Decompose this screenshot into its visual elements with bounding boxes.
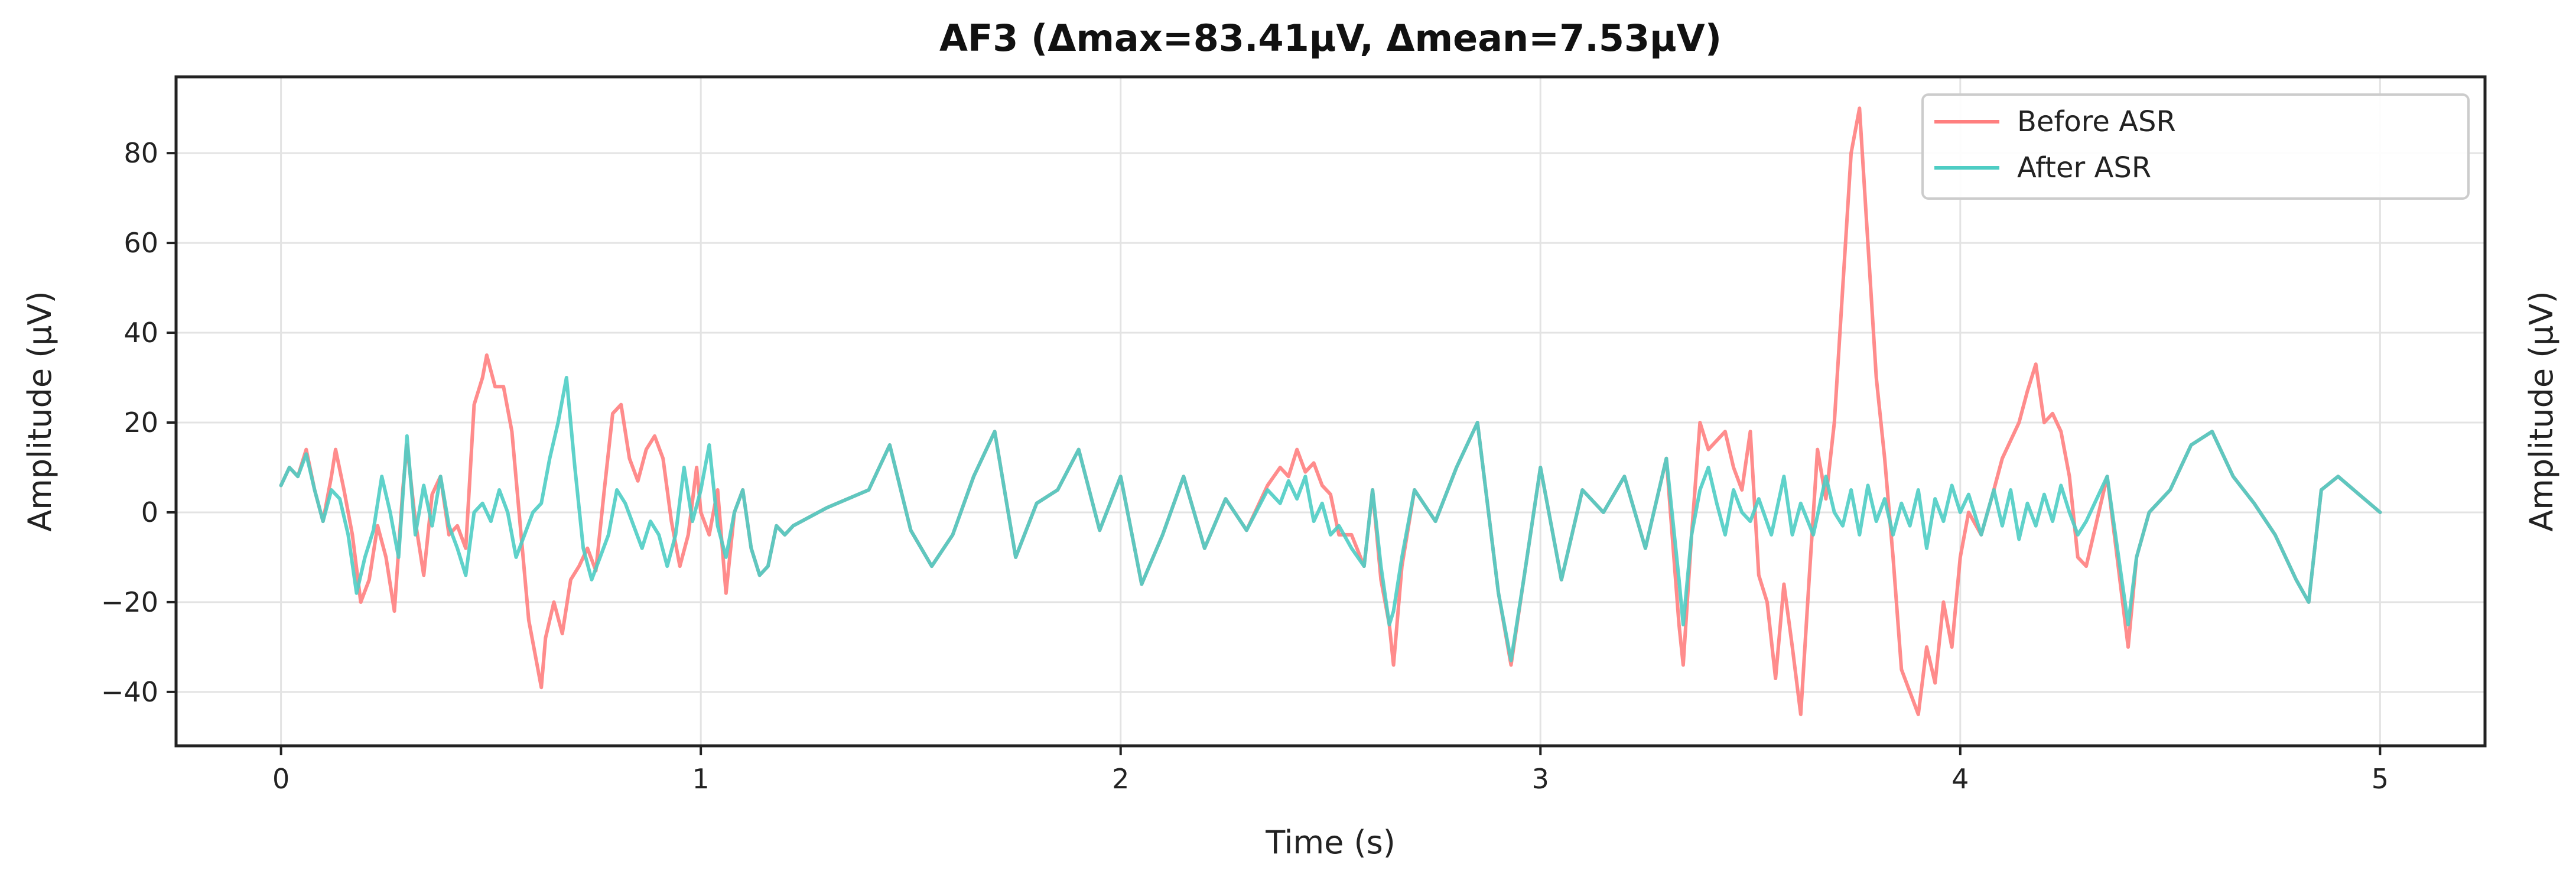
- x-tick-label: 1: [692, 763, 710, 795]
- x-tick-label: 0: [272, 763, 290, 795]
- x-tick-label: 4: [1951, 763, 1969, 795]
- y-tick-label: 80: [123, 137, 158, 169]
- y-tick-label: −20: [101, 586, 158, 618]
- y-tick-label: 40: [123, 317, 158, 349]
- legend-box: [1921, 93, 2470, 200]
- chart-title: AF3 (Δmax=83.41μV, Δmean=7.53μV): [939, 17, 1722, 60]
- plot-lines: [279, 106, 2382, 716]
- x-tick-label: 2: [1112, 763, 1129, 795]
- x-tick-label: 5: [2372, 763, 2389, 795]
- legend-label-after-asr: After ASR: [2017, 151, 2151, 184]
- y-tick-label: 0: [141, 496, 158, 528]
- legend-label-before-asr: Before ASR: [2017, 105, 2176, 138]
- legend: Before ASR After ASR: [1921, 93, 2470, 200]
- y-tick-label: 60: [123, 227, 158, 259]
- x-tick-label: 3: [1532, 763, 1549, 795]
- y-axis-label-right: Amplitude (μV): [2523, 291, 2560, 531]
- y-tick-label: −40: [101, 676, 158, 708]
- axis-ticks: 0 1 2 3 4 5 −40 −20 0 20 40 60 80: [101, 137, 2389, 795]
- series-line-before-asr: [279, 106, 2382, 716]
- x-axis-label: Time (s): [1265, 824, 1396, 861]
- series-line-after-asr: [279, 376, 2382, 662]
- plot-frame: [174, 75, 2487, 748]
- y-tick-label: 20: [123, 407, 158, 438]
- y-axis-label: Amplitude (μV): [21, 291, 58, 531]
